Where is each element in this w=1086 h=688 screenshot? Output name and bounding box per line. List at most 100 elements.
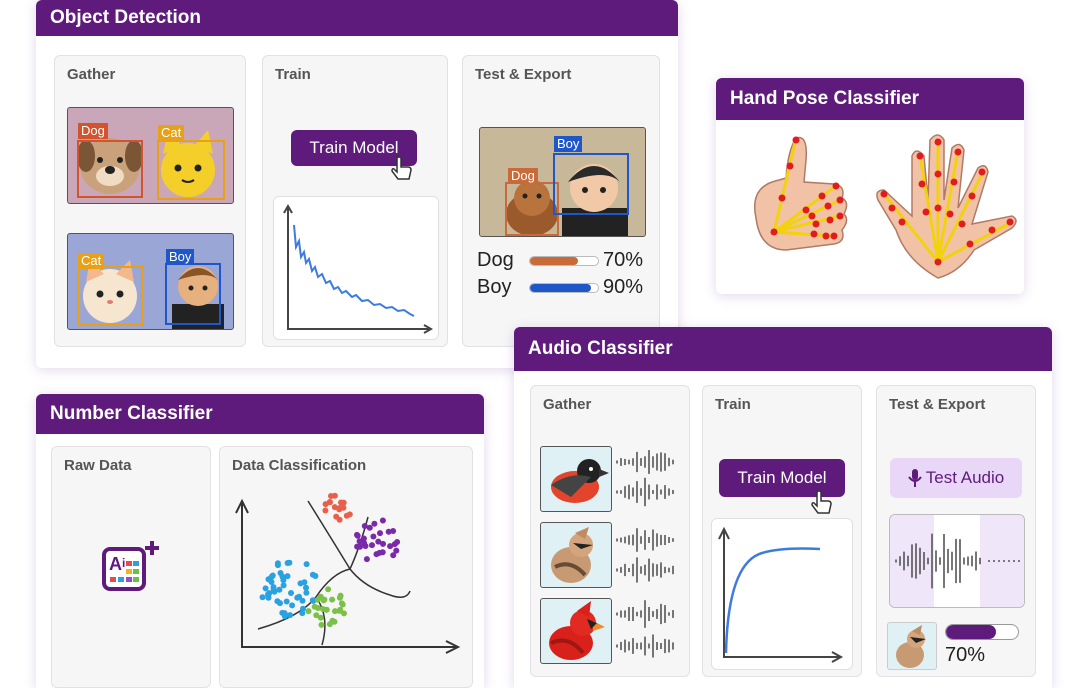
waveform-column: [616, 450, 674, 658]
od-train-model-button[interactable]: Train Model: [291, 130, 417, 166]
cluster-dot: [318, 621, 325, 628]
test-waveform-box: [889, 514, 1025, 608]
od-test-panel: Test & Export Boy Dog Dog 70%: [462, 55, 660, 347]
test-confidence-fill: [946, 625, 997, 639]
cluster-dot: [341, 610, 347, 617]
raw-data-label: Raw Data: [64, 457, 132, 474]
boy-dog-illustration: [505, 153, 629, 236]
cluster-dot: [362, 543, 369, 549]
cluster-dot: [322, 507, 329, 514]
od-result-bar-fill: [530, 283, 592, 292]
hand-pose-card: Hand Pose Classifier: [716, 78, 1024, 294]
cluster-dot: [363, 556, 370, 563]
waxwing-thumbnail: [896, 625, 926, 668]
cluster-dot: [274, 560, 281, 567]
cluster-dot: [310, 597, 317, 604]
tag-cat-2: Cat: [78, 253, 105, 269]
number-classifier-title: Number Classifier: [36, 394, 484, 434]
data-classification-panel: Data Classification: [219, 446, 473, 688]
cluster-dot: [303, 584, 309, 591]
od-result-percent: 70%: [603, 249, 644, 271]
cluster-dot: [299, 597, 306, 604]
cluster-dot: [303, 561, 310, 568]
cluster-dot: [284, 560, 291, 566]
test-audio-button[interactable]: Test Audio: [890, 458, 1022, 498]
cluster-dot: [269, 572, 276, 579]
audio-test-label: Test & Export: [889, 396, 986, 413]
od-result-name: Boy: [477, 276, 512, 298]
cluster-dot: [300, 605, 306, 612]
svg-text:i: i: [122, 556, 125, 570]
cluster-dot: [390, 552, 397, 559]
svg-text:A: A: [109, 554, 122, 574]
cluster-dot: [270, 586, 277, 593]
cluster-dot: [268, 579, 275, 585]
cluster-dot: [380, 540, 386, 547]
cluster-dot: [266, 590, 273, 597]
audio-train-model-button[interactable]: Train Model: [719, 459, 845, 497]
od-gather-panel: Gather Dog Cat: [54, 55, 246, 347]
cluster-dot: [325, 586, 332, 593]
od-result-bar: [529, 282, 599, 293]
cluster-dot: [299, 610, 306, 617]
cluster-dot: [287, 612, 293, 619]
cluster-dot: [373, 551, 380, 558]
cluster-dot: [391, 541, 398, 548]
cluster-dot: [370, 533, 377, 540]
od-result-row-dog: Dog 70%: [477, 249, 643, 272]
audio-gather-panel: Gather: [530, 385, 690, 677]
audio-train-label: Train: [715, 396, 751, 413]
cluster-dot: [259, 594, 266, 601]
cluster-dot: [313, 612, 320, 619]
cluster-dot: [354, 531, 360, 538]
cluster-dot: [375, 538, 382, 545]
cluster-dot: [387, 543, 394, 550]
cluster-dot: [301, 579, 308, 586]
cluster-dot: [390, 528, 397, 534]
cluster-dot: [314, 596, 321, 603]
bird-image-cardinal[interactable]: [540, 598, 612, 664]
tag-boy: Boy: [166, 249, 195, 265]
od-train-label: Train: [275, 66, 311, 83]
audio-test-panel: Test & Export Test Audio 70%: [876, 385, 1036, 677]
od-result-percent: 90%: [603, 276, 644, 298]
bird-image-bullfinch[interactable]: [540, 446, 612, 512]
cluster-dot: [284, 573, 291, 580]
ai-table-icon: A i: [102, 541, 159, 591]
cluster-dot: [315, 605, 321, 611]
od-train-panel: Train Train Model: [262, 55, 448, 347]
audio-accuracy-chart: [718, 526, 844, 663]
od-result-bar: [529, 255, 599, 266]
cluster-dot: [379, 549, 386, 556]
number-classifier-card: Number Classifier Raw Data A i Data Clas…: [36, 394, 484, 688]
audio-classifier-title: Audio Classifier: [514, 327, 1052, 371]
cluster-dot: [336, 594, 343, 601]
od-gather-image-cat-boy[interactable]: Cat Boy: [67, 233, 234, 330]
cluster-dot: [283, 598, 290, 605]
od-result-name: Dog: [477, 249, 514, 271]
od-test-label: Test & Export: [475, 66, 572, 83]
cluster-dot: [333, 513, 340, 520]
audio-gather-label: Gather: [543, 396, 592, 413]
test-bird-thumbnail: [887, 622, 937, 670]
bullfinch-illustration: [551, 459, 609, 503]
object-detection-title: Object Detection: [36, 0, 678, 36]
cluster-dot: [337, 606, 344, 613]
cursor-hand-icon: [391, 156, 412, 180]
od-gather-image-dog-cat[interactable]: Dog Cat: [67, 107, 234, 204]
cluster-dot: [329, 596, 336, 603]
cluster-dot: [336, 505, 343, 511]
audio-classifier-card: Audio Classifier Gather: [514, 327, 1052, 688]
od-gather-label: Gather: [67, 66, 116, 83]
audio-train-panel: Train Train Model: [702, 385, 862, 677]
cluster-dot: [356, 538, 363, 545]
bird-image-waxwing[interactable]: [540, 522, 612, 588]
tag-cat: Cat: [158, 125, 185, 141]
test-confidence-bar: [945, 624, 1019, 640]
data-classification-label: Data Classification: [232, 457, 367, 474]
tag-test-dog: Dog: [508, 168, 538, 184]
cluster-dot: [343, 512, 350, 519]
od-test-image[interactable]: Boy Dog: [479, 127, 646, 237]
cluster-dot: [321, 596, 328, 603]
cluster-dot: [281, 613, 288, 620]
